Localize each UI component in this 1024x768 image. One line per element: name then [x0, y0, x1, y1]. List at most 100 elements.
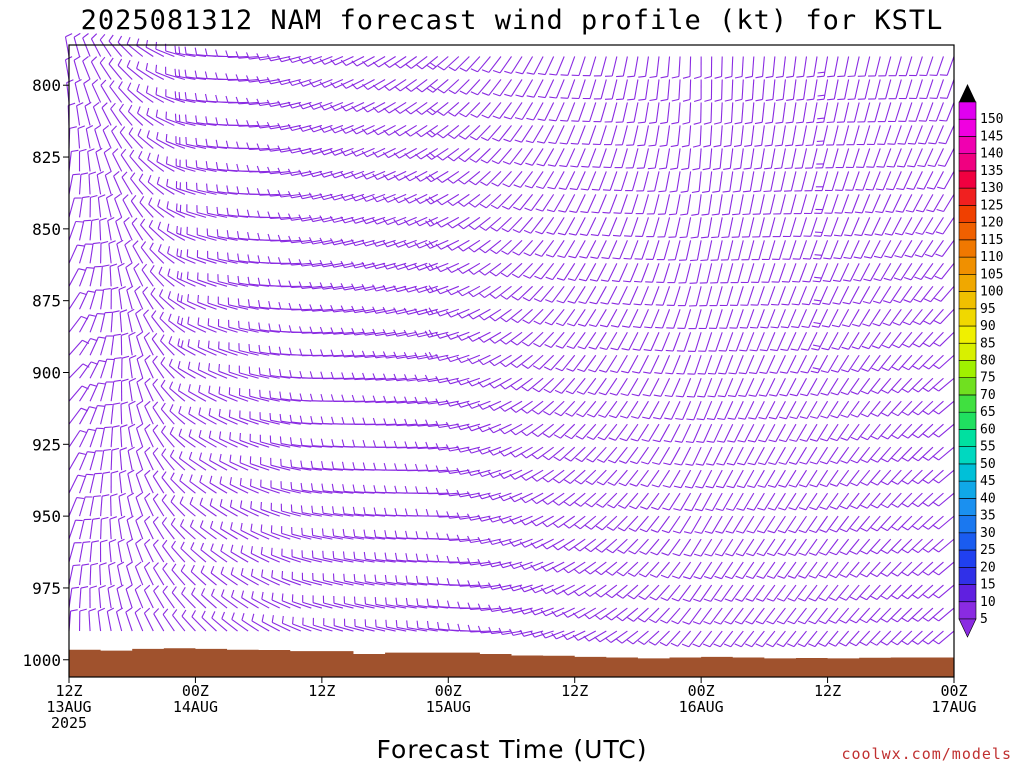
wind-barb-staff	[420, 124, 439, 138]
wind-barb-staff	[302, 124, 323, 132]
wind-barb-flag	[880, 481, 888, 486]
wind-barb-staff	[452, 193, 470, 207]
wind-barb-flag	[135, 561, 142, 567]
wind-barb-flag	[724, 598, 732, 602]
wind-barb-staff	[706, 286, 713, 306]
wind-barb-flag	[911, 433, 919, 439]
wind-barb-staff	[850, 240, 860, 259]
wind-barb-staff	[567, 584, 586, 596]
wind-barb-flag	[446, 222, 453, 229]
wind-barb-staff	[240, 507, 259, 517]
wind-barb-staff	[110, 404, 114, 425]
wind-barb-flag	[176, 270, 179, 279]
wind-barb-flag	[277, 167, 282, 175]
wind-barb-flag	[113, 333, 121, 336]
wind-barb-staff	[709, 148, 713, 169]
wind-barb-staff	[631, 194, 639, 214]
wind-barb-flag	[704, 75, 712, 79]
wind-barb-staff	[484, 285, 502, 299]
wind-barb-flag	[351, 372, 356, 380]
wind-barb-flag	[155, 109, 159, 117]
wind-barb-staff	[251, 597, 270, 609]
wind-barb-flag	[456, 579, 461, 587]
wind-barb-staff	[867, 354, 881, 372]
wind-barb-staff	[260, 531, 280, 540]
wind-barb-flag	[871, 345, 880, 349]
wind-barb-flag	[219, 498, 223, 507]
credit-link[interactable]: coolwx.com/models	[841, 745, 1012, 763]
wind-barb-staff	[897, 584, 913, 600]
wind-barb-staff	[856, 446, 871, 464]
wind-barb-flag	[437, 88, 445, 94]
wind-barb-flag	[880, 503, 888, 509]
wind-barb-flag	[310, 483, 314, 491]
wind-barb-staff	[714, 378, 723, 398]
wind-barb-staff	[502, 561, 523, 569]
wind-barb-flag	[875, 210, 883, 214]
wind-barb-flag	[447, 134, 455, 140]
wind-barb-flag	[197, 294, 199, 303]
wind-barb-flag	[384, 530, 387, 538]
wind-barb-flag	[393, 285, 398, 292]
wind-barb-staff	[778, 263, 786, 283]
wind-barb-staff	[551, 285, 565, 303]
wind-barb-staff	[100, 266, 103, 287]
wind-barb-flag	[560, 74, 568, 76]
wind-barb-flag	[429, 107, 437, 113]
wind-barb-flag	[747, 485, 755, 489]
wind-barb-flag	[521, 408, 528, 414]
wind-barb-staff	[601, 538, 618, 553]
wind-barb-staff	[804, 607, 818, 625]
wind-barb-staff	[928, 423, 944, 438]
wind-barb-flag	[435, 465, 440, 473]
wind-barb-staff	[95, 151, 102, 172]
wind-barb-flag	[755, 98, 763, 102]
wind-barb-staff	[99, 220, 102, 241]
wind-barb-staff	[129, 155, 144, 172]
wind-barb-staff	[389, 56, 407, 68]
wind-barb-staff	[626, 423, 639, 442]
wind-barb-flag	[404, 463, 408, 471]
wind-barb-flag	[445, 399, 451, 407]
wind-barb-staff	[642, 171, 649, 191]
wind-barb-flag	[372, 129, 379, 136]
wind-barb-staff	[302, 579, 322, 586]
wind-barb-staff	[249, 440, 270, 448]
wind-barb-staff	[485, 216, 502, 231]
wind-barb-staff	[599, 148, 607, 168]
wind-barb-staff	[557, 538, 576, 551]
wind-barb-flag	[140, 218, 146, 226]
wind-barb-staff	[345, 170, 365, 179]
wind-barb-staff	[697, 194, 702, 215]
wind-barb-flag	[457, 623, 461, 632]
wind-barb-flag	[279, 413, 282, 422]
wind-barb-staff	[805, 515, 818, 533]
wind-barb-staff	[897, 377, 913, 394]
wind-barb-staff	[497, 171, 512, 187]
wind-barb-staff	[866, 607, 881, 624]
wind-barb-flag	[932, 432, 940, 438]
wind-barb-staff	[217, 213, 238, 218]
wind-barb-staff	[345, 147, 365, 157]
wind-barb-staff	[218, 370, 238, 379]
wind-barb-staff	[577, 125, 586, 145]
wind-barb-staff	[755, 355, 765, 374]
wind-barb-staff	[578, 56, 586, 76]
wind-barb-flag	[446, 600, 450, 608]
wind-barb-staff	[836, 423, 850, 441]
wind-barb-staff	[186, 121, 207, 126]
wind-barb-staff	[804, 630, 818, 647]
wind-barb-flag	[901, 594, 909, 600]
wind-barb-staff	[493, 400, 512, 411]
wind-barb-flag	[813, 257, 821, 260]
wind-barb-flag	[649, 573, 657, 578]
wind-barb-flag	[819, 506, 827, 510]
wind-barb-staff	[211, 617, 228, 632]
colorbar-bottom-arrow	[958, 618, 977, 638]
wind-barb-staff	[68, 565, 74, 586]
wind-barb-flag	[765, 121, 773, 124]
wind-barb-flag	[456, 534, 461, 542]
wind-barb-flag	[597, 436, 605, 441]
wind-barb-flag	[208, 385, 211, 393]
wind-barb-staff	[800, 171, 808, 191]
